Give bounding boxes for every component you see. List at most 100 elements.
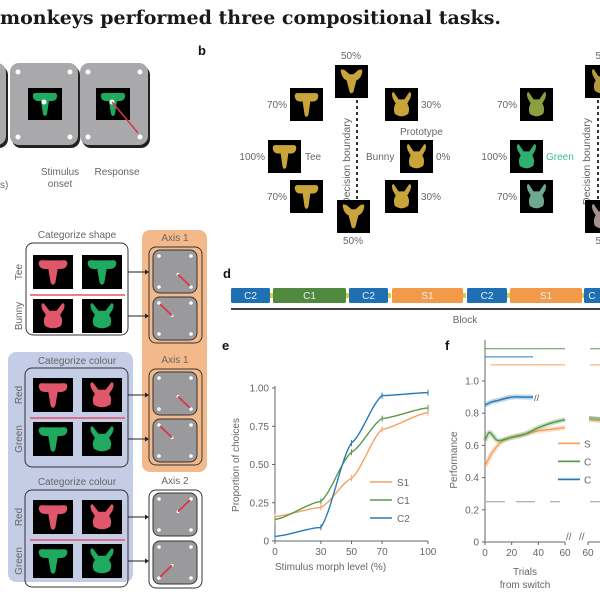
block-label: Block [453, 315, 478, 326]
target-dot [189, 407, 193, 411]
label-prototype: Prototype [400, 127, 443, 138]
panel-label-b: b [198, 43, 206, 58]
stimulus-bunny [82, 500, 122, 534]
response-arrow [159, 564, 173, 578]
x-tick-label: 70 [377, 547, 389, 558]
panel-label-e: e [222, 338, 229, 353]
row-label: Red [14, 508, 25, 526]
block-s1: S1 [392, 288, 466, 303]
morph-level-label: 50 [595, 236, 600, 247]
target-dot [157, 454, 161, 458]
target-dot [157, 376, 161, 380]
morph-level-label: 50% [343, 236, 363, 247]
response-arrow [159, 303, 173, 317]
response-screen [152, 371, 198, 416]
stimulus-mid [337, 200, 370, 233]
x-tick-label: 0 [272, 547, 278, 558]
response-screen [152, 418, 198, 463]
decision-boundary-label-right: Decision boundary [581, 117, 593, 205]
stimulus-bunny [82, 544, 122, 578]
stimulus-bunny [33, 299, 73, 333]
y-tick-label: 0.4 [465, 473, 479, 484]
x-tick-label: 30 [315, 547, 327, 558]
row-label: Red [14, 386, 25, 404]
block-name: C2 [481, 291, 494, 302]
y-tick-label: 0.2 [465, 505, 479, 516]
target-dot [157, 497, 161, 501]
axis-label: Axis 1 [161, 355, 189, 366]
legend-label: C [584, 475, 591, 486]
response-screen [152, 492, 198, 537]
target-dot [189, 497, 193, 501]
legend-label: S [584, 439, 591, 450]
x-axis-label-line2: from switch [500, 580, 551, 591]
task-section: Categorize colour Red Green Axis 1 [14, 355, 203, 468]
performance-curve [484, 418, 566, 442]
x-tick-label: 60 [559, 548, 571, 559]
panel-e-chart: e Stimulus morph level (%) Proportion of… [222, 338, 437, 573]
morph-level-label: 70% [497, 100, 517, 111]
block-bar [349, 288, 388, 303]
label-green: Green [546, 152, 574, 163]
arrowhead [145, 313, 149, 319]
row-label: Green [14, 425, 25, 453]
y-tick-label: 0 [263, 537, 269, 548]
series-c1: C [482, 416, 600, 468]
figure-title: monkeys performed three compositional ta… [0, 7, 501, 29]
task-section: Categorize colour Red Green Axis 2 [14, 476, 203, 589]
stimulus-mid [335, 65, 368, 98]
x-tick-label: 20 [506, 548, 518, 559]
response-group-box [148, 246, 203, 344]
arrowhead [145, 269, 149, 275]
y-tick-label: 0.6 [465, 441, 479, 452]
x-tick-label: 50 [346, 547, 358, 558]
screen-response [80, 63, 150, 148]
task-section: Categorize shape Tee Bunny Axis 1 [14, 230, 203, 344]
y-axis-label: Proportion of choices [231, 418, 242, 512]
response-arrow [111, 101, 139, 134]
morph-level-label: 70% [267, 192, 287, 203]
stimulus-set-box [24, 367, 129, 468]
y-tick-label: 0.8 [465, 409, 479, 420]
axis-label: Axis 2 [161, 476, 189, 487]
block-bar [231, 288, 270, 303]
performance-curve-after-break [588, 416, 600, 422]
response-screen [152, 296, 198, 341]
y-tick-label: 1.00 [250, 384, 270, 395]
x-axis-label: Stimulus morph level (%) [275, 562, 386, 573]
series-c2: // C [483, 393, 591, 486]
morph-level-label: 100% [481, 152, 507, 163]
panel-label-f: f [445, 338, 450, 353]
morph-level-label: 50 [595, 51, 600, 62]
series-c2: C2 [274, 389, 429, 540]
target-dot [189, 545, 193, 549]
stimulus-tee [33, 378, 73, 412]
morph-level-label: 30% [421, 192, 441, 203]
row-label: Green [14, 547, 25, 575]
task-title: Categorize colour [38, 356, 117, 367]
response-screen [152, 249, 198, 294]
target-dot [157, 545, 161, 549]
x-axis-label-line1: Trials [513, 567, 537, 578]
target-dot [157, 285, 161, 289]
block-c2: C2 [349, 288, 391, 303]
response-group-box [148, 368, 203, 466]
target-dot [189, 285, 193, 289]
response-screen [152, 540, 198, 585]
morph-level-label: 50% [341, 51, 361, 62]
task-title: Categorize colour [38, 477, 117, 488]
stimulus-bunny [520, 180, 553, 213]
target-dot [189, 528, 193, 532]
morph-level-label: 70% [267, 100, 287, 111]
label-partial: s) [0, 180, 8, 191]
panel-b: b Tee Bunny Prototype Decision boundary … [198, 43, 600, 247]
morph-level-label: 30% [421, 100, 441, 111]
block-c2: C2 [231, 288, 273, 303]
block-name: C2 [362, 291, 375, 302]
target-dot [189, 301, 193, 305]
response-arrow [177, 273, 191, 287]
y-tick-label: 0.50 [250, 460, 270, 471]
performance-curve [484, 396, 533, 406]
switch-marker [346, 293, 349, 298]
